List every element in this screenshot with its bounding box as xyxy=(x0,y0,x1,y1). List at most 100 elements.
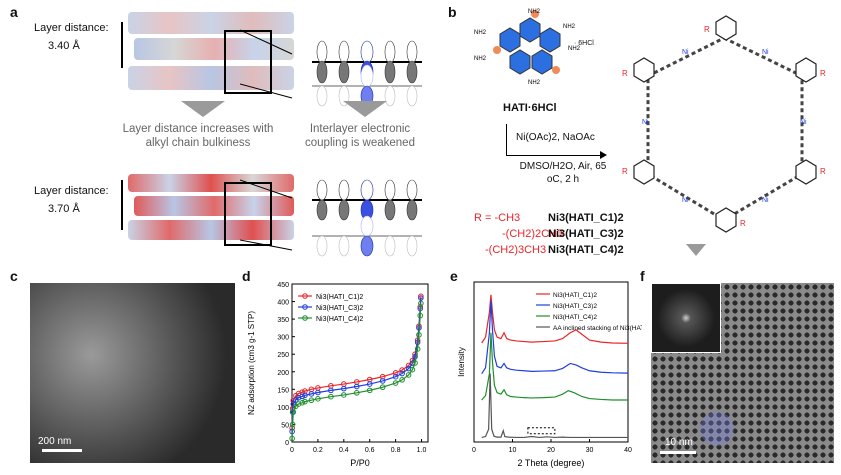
y-tick-label: 400 xyxy=(277,300,289,307)
panel-letter-d: d xyxy=(242,268,251,284)
y-tick-label: 150 xyxy=(277,387,289,394)
x-tick-label: 0.2 xyxy=(313,447,323,454)
data-point xyxy=(366,381,373,387)
x-axis-label: P/P0 xyxy=(350,458,370,468)
data-point xyxy=(399,370,405,377)
bottom-layer-value: 3.70 Å xyxy=(48,203,80,215)
ni-label-3: Ni xyxy=(800,119,807,126)
data-point xyxy=(399,367,405,373)
data-point xyxy=(315,396,321,402)
caption-coupling: Interlayer electronic coupling is weaken… xyxy=(305,123,415,149)
series-line-1 xyxy=(481,294,629,344)
fft-inset xyxy=(651,283,721,353)
orbital-diagram-top xyxy=(240,29,422,107)
n2-adsorption-chart: 0 50 100 150 200 250 300 350 400 450 0 0.2 0.4 0.6 0.8… xyxy=(247,282,429,468)
r-equals-text: R = xyxy=(474,212,492,224)
data-point xyxy=(392,373,399,380)
product-3: Ni3(HATI_C4)2 xyxy=(548,244,624,256)
legend-label: Ni3(HATI_C4)2 xyxy=(553,314,597,321)
data-point xyxy=(405,372,412,378)
data-point xyxy=(289,435,295,442)
ni-label-2: Ni xyxy=(762,49,769,56)
top-layer-label: Layer distance: xyxy=(34,22,109,34)
data-point xyxy=(315,389,321,396)
legend-label: Ni3(HATI_C3)2 xyxy=(316,305,363,312)
nh2-label-6: NH2 xyxy=(528,80,541,86)
reaction-arrowhead xyxy=(600,151,607,159)
y-tick-label: 0 xyxy=(285,440,289,447)
nh2-label-1: NH2 xyxy=(528,9,541,15)
layer-distance-arrow-top xyxy=(121,22,123,68)
r2-text: -(CH2)2CH3 xyxy=(502,228,564,240)
hati-monomer-structure: NH2 NH2 NH2 NH2 NH2 NH2 xyxy=(474,9,581,86)
panel-letter-b: b xyxy=(448,4,457,20)
bottom-layer-stack xyxy=(128,172,294,246)
y-tick-label: 100 xyxy=(277,405,289,412)
reagents-label: Ni(OAc)2, NaOAc xyxy=(516,132,595,143)
bottom-layer-label: Layer distance: xyxy=(34,185,109,197)
r-label-6: R xyxy=(622,69,628,78)
top-layer-stack xyxy=(128,10,294,94)
conditions-label: DMSO/H2O, Air, 65 oC, 2 h xyxy=(519,161,607,185)
data-point xyxy=(414,346,421,352)
x-tick-label: 30 xyxy=(586,447,594,454)
nh2-label-3: NH2 xyxy=(568,46,581,52)
data-point xyxy=(302,392,308,399)
y-tick-label: 50 xyxy=(281,422,289,429)
sem-scale-label: 200 nm xyxy=(38,436,72,447)
ni-label-5: Ni xyxy=(682,197,689,204)
nh2-label-4: NH2 xyxy=(474,30,487,36)
x-tick-label: 0.8 xyxy=(391,447,401,454)
tem-scale-label: 10 nm xyxy=(665,437,693,448)
top-layer-value: 3.40 Å xyxy=(48,40,80,52)
legend-label: Ni3(HATI_C1)2 xyxy=(316,294,363,301)
r1-text: -CH3 xyxy=(494,212,521,224)
r-label-5: R xyxy=(622,167,628,176)
data-point xyxy=(302,398,308,405)
legend-label: Ni3(HATI_C4)2 xyxy=(316,316,363,323)
data-point xyxy=(392,370,399,376)
ni-label-1: Ni xyxy=(682,49,689,56)
data-point xyxy=(392,380,399,386)
product-1: Ni3(HATI_C1)2 xyxy=(548,212,624,224)
y-axis-label: N2 adsorption (cm3 g-1 STP) xyxy=(247,311,256,415)
caption-layer-distance: Layer distance increases with alkyl chai… xyxy=(122,123,274,149)
nh2-label-2: NH2 xyxy=(563,24,576,30)
r-label-1: R xyxy=(704,25,710,34)
y-axis-label: Intensity xyxy=(457,347,466,377)
data-point xyxy=(341,385,347,392)
r3-text: -(CH2)3CH3 xyxy=(485,244,547,256)
inset-box xyxy=(527,427,556,435)
monomer-name: HATI·6HCl xyxy=(503,102,557,114)
down-arrow-left xyxy=(181,101,225,117)
y-tick-label: 300 xyxy=(277,335,289,342)
y-tick-label: 450 xyxy=(277,282,289,289)
y-tick-label: 200 xyxy=(277,370,289,377)
product-2: Ni3(HATI_C3)2 xyxy=(548,228,624,240)
data-point xyxy=(366,387,373,394)
orbital-diagram-bottom xyxy=(240,179,422,257)
plot-frame xyxy=(473,281,629,443)
data-point xyxy=(328,393,334,400)
r-label-4: R xyxy=(740,219,746,228)
data-point xyxy=(299,399,306,406)
x-tick-label: 1.0 xyxy=(417,447,427,454)
x-tick-label: 0.4 xyxy=(339,447,349,454)
y-tick-label: 250 xyxy=(277,352,289,359)
data-point xyxy=(416,332,422,338)
data-point xyxy=(418,300,424,307)
x-tick-label: 20 xyxy=(547,447,555,454)
data-point xyxy=(341,392,347,398)
pxrd-chart: 0 10 20 30 40 2 Theta (degree) Intensity Ni3(HA… xyxy=(457,281,642,468)
data-point xyxy=(399,377,405,383)
sem-image xyxy=(30,283,235,463)
data-point xyxy=(308,391,315,397)
data-point xyxy=(290,409,297,415)
data-point xyxy=(308,397,315,404)
y-tick-label: 350 xyxy=(277,317,289,324)
reaction-arrow-vertical xyxy=(506,124,507,156)
reaction-arrow-horizontal xyxy=(506,155,602,156)
data-point xyxy=(379,384,386,391)
x-tick-label: 40 xyxy=(624,447,632,454)
down-arrow-right xyxy=(343,101,387,117)
